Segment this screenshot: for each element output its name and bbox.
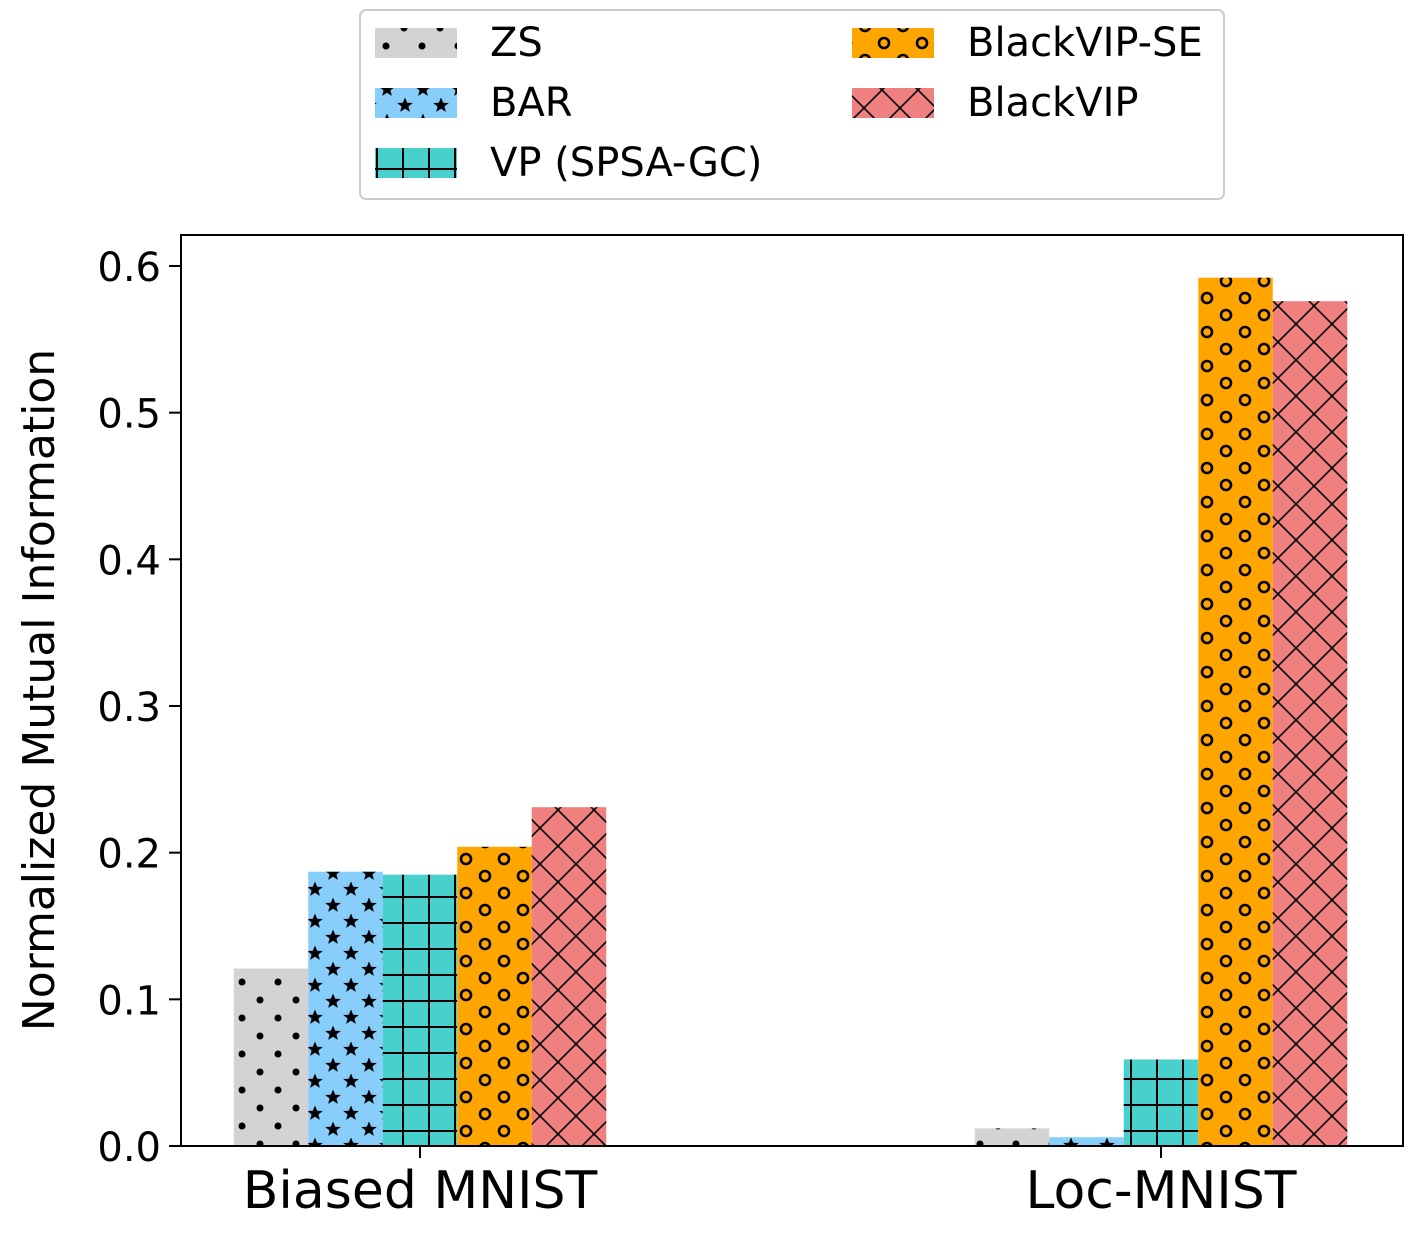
legend: ZS BAR VP (SPSA-GC) BlackVIP-SE BlackVIP <box>375 20 1203 186</box>
bar-pattern <box>1123 1059 1199 1146</box>
bar-pattern <box>1049 1137 1124 1146</box>
legend-swatch-pattern <box>852 28 934 58</box>
legend-swatch-pattern <box>852 88 934 118</box>
legend-box <box>359 9 1225 200</box>
legend-label: BAR <box>490 80 573 126</box>
bar-pattern <box>233 968 309 1146</box>
legend-item: BAR <box>375 80 573 126</box>
legend-swatch-pattern <box>375 148 457 178</box>
x-axis-ticks: Biased MNIST Loc-MNIST <box>243 1146 1297 1221</box>
legend-item: BlackVIP <box>852 80 1139 126</box>
legend-item: ZS <box>375 20 543 66</box>
legend-label: BlackVIP <box>967 80 1139 126</box>
y-axis-ticks: 0.0 0.1 0.2 0.3 0.4 0.5 0.6 <box>97 245 181 1171</box>
legend-swatch-pattern <box>375 28 457 58</box>
bar-pattern <box>1272 301 1348 1146</box>
y-tick-label: 0.6 <box>97 245 161 291</box>
series-blackvip <box>531 301 1348 1146</box>
series-bar <box>308 871 1124 1146</box>
y-tick-label: 0.5 <box>97 392 161 438</box>
bars <box>233 277 1348 1146</box>
y-tick-label: 0.3 <box>97 685 161 731</box>
bar-pattern <box>457 846 532 1146</box>
bar-pattern <box>974 1128 1050 1146</box>
y-axis-label: Normalized Mutual Information <box>14 349 65 1031</box>
bar-pattern <box>1198 277 1273 1146</box>
bar-pattern <box>531 807 607 1146</box>
legend-label: VP (SPSA-GC) <box>490 140 762 186</box>
legend-item: VP (SPSA-GC) <box>375 140 762 186</box>
legend-item: BlackVIP-SE <box>852 20 1203 66</box>
legend-label: BlackVIP-SE <box>967 20 1203 66</box>
y-tick-label: 0.0 <box>97 1125 161 1171</box>
y-tick-label: 0.1 <box>97 978 161 1024</box>
legend-swatch-pattern <box>375 88 457 118</box>
series-blackvip-se <box>457 277 1273 1146</box>
y-tick-label: 0.2 <box>97 832 161 878</box>
x-tick-label: Biased MNIST <box>243 1161 598 1221</box>
series-vp-spsa-gc <box>382 874 1199 1146</box>
plot-frame <box>180 234 1404 1147</box>
series-zs <box>233 968 1050 1146</box>
y-tick-label: 0.4 <box>97 538 161 584</box>
bar-pattern <box>308 871 383 1146</box>
x-tick-label: Loc-MNIST <box>1025 1161 1296 1221</box>
legend-label: ZS <box>490 20 543 66</box>
bar-pattern <box>382 874 458 1146</box>
